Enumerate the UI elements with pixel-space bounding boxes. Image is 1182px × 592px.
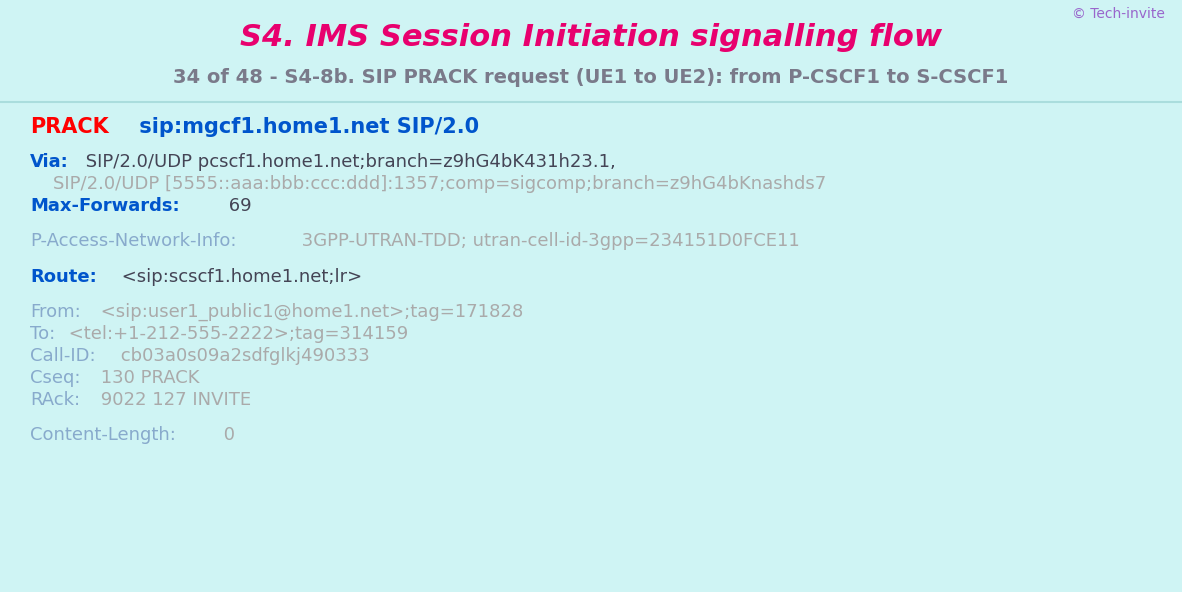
Text: SIP/2.0/UDP [5555::aaa:bbb:ccc:ddd]:1357;comp=sigcomp;branch=z9hG4bKnashds7: SIP/2.0/UDP [5555::aaa:bbb:ccc:ddd]:1357… — [30, 175, 826, 193]
Text: 34 of 48 - S4-8b. SIP PRACK request (UE1 to UE2): from P-CSCF1 to S-CSCF1: 34 of 48 - S4-8b. SIP PRACK request (UE1… — [174, 67, 1008, 86]
Text: Route:: Route: — [30, 268, 97, 285]
Text: <sip:user1_public1@home1.net>;tag=171828: <sip:user1_public1@home1.net>;tag=171828 — [96, 303, 524, 321]
Text: sip:mgcf1.home1.net SIP/2.0: sip:mgcf1.home1.net SIP/2.0 — [131, 117, 479, 137]
Text: RAck:: RAck: — [30, 391, 80, 409]
Text: Call-ID:: Call-ID: — [30, 347, 96, 365]
Text: <tel:+1-212-555-2222>;tag=314159: <tel:+1-212-555-2222>;tag=314159 — [63, 325, 408, 343]
Text: © Tech-invite: © Tech-invite — [1072, 7, 1165, 21]
Text: Via:: Via: — [30, 153, 69, 171]
Text: 0: 0 — [219, 426, 235, 444]
Text: <sip:scscf1.home1.net;lr>: <sip:scscf1.home1.net;lr> — [116, 268, 362, 285]
Text: PRACK: PRACK — [30, 117, 109, 137]
Text: Cseq:: Cseq: — [30, 369, 80, 387]
Text: 3GPP-UTRAN-TDD; utran-cell-id-3gpp=234151D0FCE11: 3GPP-UTRAN-TDD; utran-cell-id-3gpp=23415… — [297, 233, 800, 250]
Text: 9022 127 INVITE: 9022 127 INVITE — [95, 391, 251, 409]
Text: P-Access-Network-Info:: P-Access-Network-Info: — [30, 233, 236, 250]
Text: Content-Length:: Content-Length: — [30, 426, 176, 444]
Text: cb03a0s09a2sdfglkj490333: cb03a0s09a2sdfglkj490333 — [115, 347, 370, 365]
Text: SIP/2.0/UDP pcscf1.home1.net;branch=z9hG4bK431h23.1,: SIP/2.0/UDP pcscf1.home1.net;branch=z9hG… — [80, 153, 616, 171]
Text: Max-Forwards:: Max-Forwards: — [30, 197, 180, 215]
Text: 130 PRACK: 130 PRACK — [96, 369, 200, 387]
FancyBboxPatch shape — [0, 0, 1182, 102]
Text: To:: To: — [30, 325, 56, 343]
Text: S4. IMS Session Initiation signalling flow: S4. IMS Session Initiation signalling fl… — [240, 22, 942, 52]
Text: From:: From: — [30, 303, 80, 321]
Text: 69: 69 — [223, 197, 252, 215]
